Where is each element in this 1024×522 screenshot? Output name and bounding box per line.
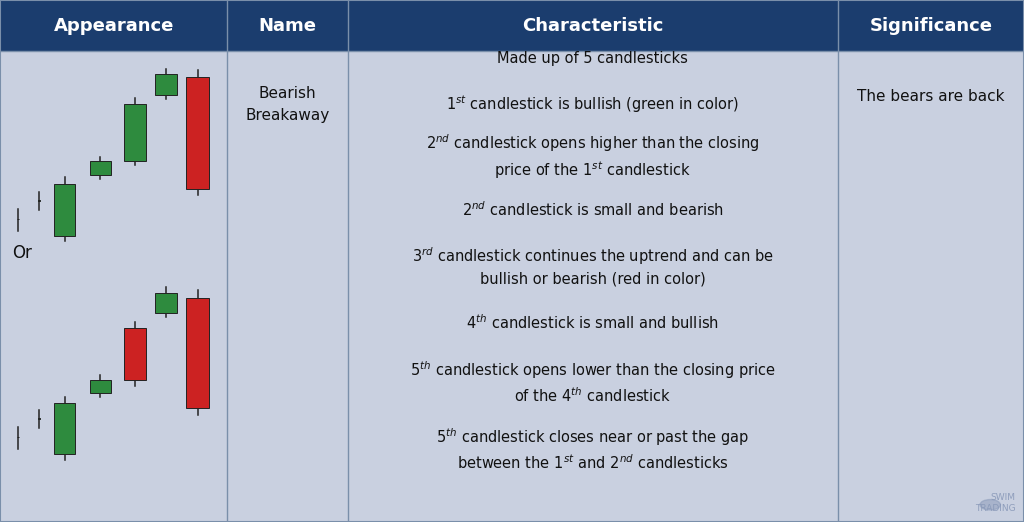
Text: 5$^{th}$ candlestick closes near or past the gap
between the 1$^{st}$ and 2$^{nd: 5$^{th}$ candlestick closes near or past… bbox=[436, 426, 750, 472]
Bar bbox=[227, 0, 348, 51]
Bar bbox=[124, 104, 146, 161]
Text: Name: Name bbox=[259, 17, 316, 34]
Bar bbox=[186, 77, 209, 189]
Text: 4$^{th}$ candlestick is small and bullish: 4$^{th}$ candlestick is small and bullis… bbox=[467, 313, 719, 332]
Bar bbox=[90, 161, 111, 175]
Text: 1$^{st}$ candlestick is bullish (green in color): 1$^{st}$ candlestick is bullish (green i… bbox=[446, 93, 739, 115]
Bar bbox=[90, 380, 111, 393]
Text: 3$^{rd}$ candlestick continues the uptrend and can be
bullish or bearish (red in: 3$^{rd}$ candlestick continues the uptre… bbox=[412, 246, 774, 287]
Bar bbox=[124, 328, 146, 380]
Text: 2$^{nd}$ candlestick opens higher than the closing
price of the 1$^{st}$ candles: 2$^{nd}$ candlestick opens higher than t… bbox=[426, 132, 760, 181]
Bar bbox=[186, 298, 209, 408]
Text: Appearance: Appearance bbox=[53, 17, 174, 34]
Circle shape bbox=[980, 500, 1000, 510]
Bar bbox=[54, 403, 75, 454]
Bar bbox=[0, 0, 227, 51]
Text: 2$^{nd}$ candlestick is small and bearish: 2$^{nd}$ candlestick is small and bearis… bbox=[462, 200, 724, 219]
Bar bbox=[348, 0, 838, 51]
Text: Or: Or bbox=[12, 244, 32, 262]
Text: The bears are back: The bears are back bbox=[857, 89, 1005, 104]
Text: SWIM
TRADING: SWIM TRADING bbox=[975, 493, 1016, 513]
Bar bbox=[155, 293, 177, 313]
Bar bbox=[838, 0, 1024, 51]
Text: Made up of 5 candlesticks: Made up of 5 candlesticks bbox=[498, 51, 688, 66]
Text: Significance: Significance bbox=[869, 17, 992, 34]
Bar bbox=[155, 74, 177, 95]
Bar bbox=[38, 418, 40, 419]
Text: Characteristic: Characteristic bbox=[522, 17, 664, 34]
Text: 5$^{th}$ candlestick opens lower than the closing price
of the 4$^{th}$ candlest: 5$^{th}$ candlestick opens lower than th… bbox=[410, 359, 776, 405]
Text: Bearish
Breakaway: Bearish Breakaway bbox=[246, 86, 330, 123]
Bar bbox=[54, 184, 75, 236]
Bar bbox=[38, 200, 40, 201]
